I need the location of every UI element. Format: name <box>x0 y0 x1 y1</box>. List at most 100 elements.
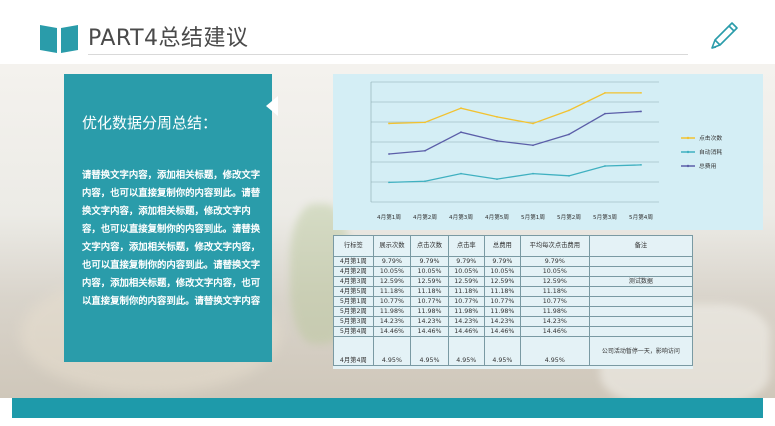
table-cell: 11.18% <box>410 286 449 297</box>
table-cell: 10.77% <box>372 296 412 307</box>
series-line-3 <box>388 110 642 155</box>
table-cell: 10.05% <box>372 266 412 277</box>
table-body: 4月第1周 9.79% 9.79% 9.79% 9.79% 9.79% 4月第2周 10.05… <box>333 256 694 366</box>
table-cell: 14.23% <box>410 316 449 327</box>
table-cell: 公司活动暂停一天，影响访问 <box>588 336 694 366</box>
series-2-point <box>388 181 390 184</box>
open-book-icon <box>40 25 78 53</box>
legend-marker <box>686 164 690 168</box>
table-header-row: 行标签 展示次数 点击次数 点击率 总费用 平均每次点击费用 备注 <box>333 235 694 257</box>
table-cell: 14.23% <box>447 316 485 327</box>
x-tick-label: 4月第1周 <box>377 213 401 221</box>
table-cell: 4月第5周 <box>333 286 374 297</box>
table-cell: 5月第4周 <box>333 326 374 337</box>
table-cell: 12.59% <box>447 276 485 287</box>
series-2-point <box>532 172 534 175</box>
table-cell <box>588 266 694 277</box>
series-2-point <box>424 180 426 183</box>
table-cell <box>588 296 694 307</box>
table-cell: 9.79% <box>410 256 449 267</box>
table-cell: 10.77% <box>410 296 449 307</box>
table-row: 5月第3周 14.23% 14.23% 14.23% 14.23% 14.23% <box>333 316 694 327</box>
table-cell: 12.59% <box>410 276 449 287</box>
table-cell: 11.18% <box>483 286 521 297</box>
table-cell: 11.98% <box>519 306 590 317</box>
table-cell: 4月第3周 <box>333 276 374 287</box>
series-3-point <box>424 149 426 152</box>
table-header-cell: 点击次数 <box>410 235 449 257</box>
table-cell <box>588 286 694 297</box>
table-cell: 11.98% <box>410 306 449 317</box>
table-row: 4月第3周 12.59% 12.59% 12.59% 12.59% 12.59% 测试数据 <box>333 276 694 287</box>
table-cell: 9.79% <box>483 256 521 267</box>
table-cell: 12.59% <box>519 276 590 287</box>
x-tick-label: 4月第2周 <box>413 213 437 221</box>
x-tick-label: 5月第3周 <box>593 213 617 221</box>
table-cell: 4.95% <box>519 336 590 366</box>
series-2-point <box>460 172 462 175</box>
chart-canvas: 4月第1周 4月第2周 4月第3周 4月第5周 5月第1周 5月第2周 5月第3周 5月第4周… <box>370 81 722 221</box>
bottom-bar <box>12 398 763 418</box>
x-tick-label: 5月第1周 <box>521 213 545 221</box>
table-cell <box>588 256 694 267</box>
table-header-cell: 总费用 <box>483 235 521 257</box>
table-cell: 4月第1周 <box>333 256 374 267</box>
panel-body-text: 请替换文字内容，添加相关标题，修改文字内容，也可以直接复制你的内容到此。请替换文… <box>82 170 261 307</box>
x-tick-label: 4月第3周 <box>449 213 473 221</box>
table-cell: 测试数据 <box>588 276 694 287</box>
series-line-1 <box>388 92 641 125</box>
table-cell: 5月第1周 <box>333 296 374 307</box>
table-header-cell: 展示次数 <box>372 235 412 257</box>
data-table-container: 行标签 展示次数 点击次数 点击率 总费用 平均每次点击费用 备注 4月第1周 9.79% 9.… <box>333 235 694 369</box>
series-1-point <box>604 92 606 94</box>
table-header-cell: 点击率 <box>447 235 485 257</box>
table-cell: 10.05% <box>410 266 449 277</box>
table-cell: 11.98% <box>483 306 521 317</box>
table-cell: 9.79% <box>447 256 485 267</box>
series-1-point <box>496 116 498 118</box>
series-2-point <box>640 164 642 166</box>
table-cell: 14.23% <box>483 316 521 327</box>
series-1-point <box>460 107 462 110</box>
series-2-point <box>496 178 498 180</box>
table-cell: 14.46% <box>372 326 412 337</box>
table-cell: 11.98% <box>447 306 485 317</box>
table-row: 5月第2周 11.98% 11.98% 11.98% 11.98% 11.98% <box>333 306 694 317</box>
series-2-point <box>604 165 606 167</box>
table-cell: 4.95% <box>483 336 521 366</box>
legend-marker <box>686 136 690 140</box>
table-cell: 4.95% <box>410 336 449 366</box>
table-cell <box>588 316 694 327</box>
series-1-point <box>424 121 426 124</box>
table-cell: 14.23% <box>519 316 590 327</box>
panel-heading: 优化数据分周总结： <box>82 114 218 132</box>
series-2-point <box>568 174 570 177</box>
table-cell: 14.23% <box>372 316 412 327</box>
x-tick-label: 4月第5周 <box>485 213 509 221</box>
table-row: 5月第1周 10.77% 10.77% 10.77% 10.77% 10.77% <box>333 296 694 307</box>
table-cell: 10.77% <box>483 296 521 307</box>
table-cell: 9.79% <box>519 256 590 267</box>
legend-marker <box>686 150 690 154</box>
title-divider <box>88 54 688 55</box>
series-3-point <box>568 133 570 136</box>
series-3-point <box>604 112 606 115</box>
series-1-point <box>568 109 570 112</box>
series-3-point <box>532 144 534 147</box>
table-cell: 14.46% <box>519 326 590 337</box>
page-title: PART4总结建议 <box>88 26 249 51</box>
legend-label: 总费用 <box>699 162 717 170</box>
table-cell: 12.59% <box>372 276 412 287</box>
table-cell: 11.18% <box>372 286 412 297</box>
table-cell: 11.98% <box>372 306 412 317</box>
series-3-point <box>640 110 642 113</box>
x-tick-label: 5月第2周 <box>557 213 581 221</box>
table-row: 5月第4周 14.46% 14.46% 14.46% 14.46% 14.46% <box>333 326 694 337</box>
table-cell: 9.79% <box>372 256 412 267</box>
table-header-cell: 平均每次点击费用 <box>519 235 590 257</box>
table-cell <box>588 326 694 337</box>
series-3-point <box>460 131 462 134</box>
series-1-point <box>388 122 390 125</box>
table-cell: 11.18% <box>519 286 590 297</box>
series-1-point <box>640 92 642 94</box>
